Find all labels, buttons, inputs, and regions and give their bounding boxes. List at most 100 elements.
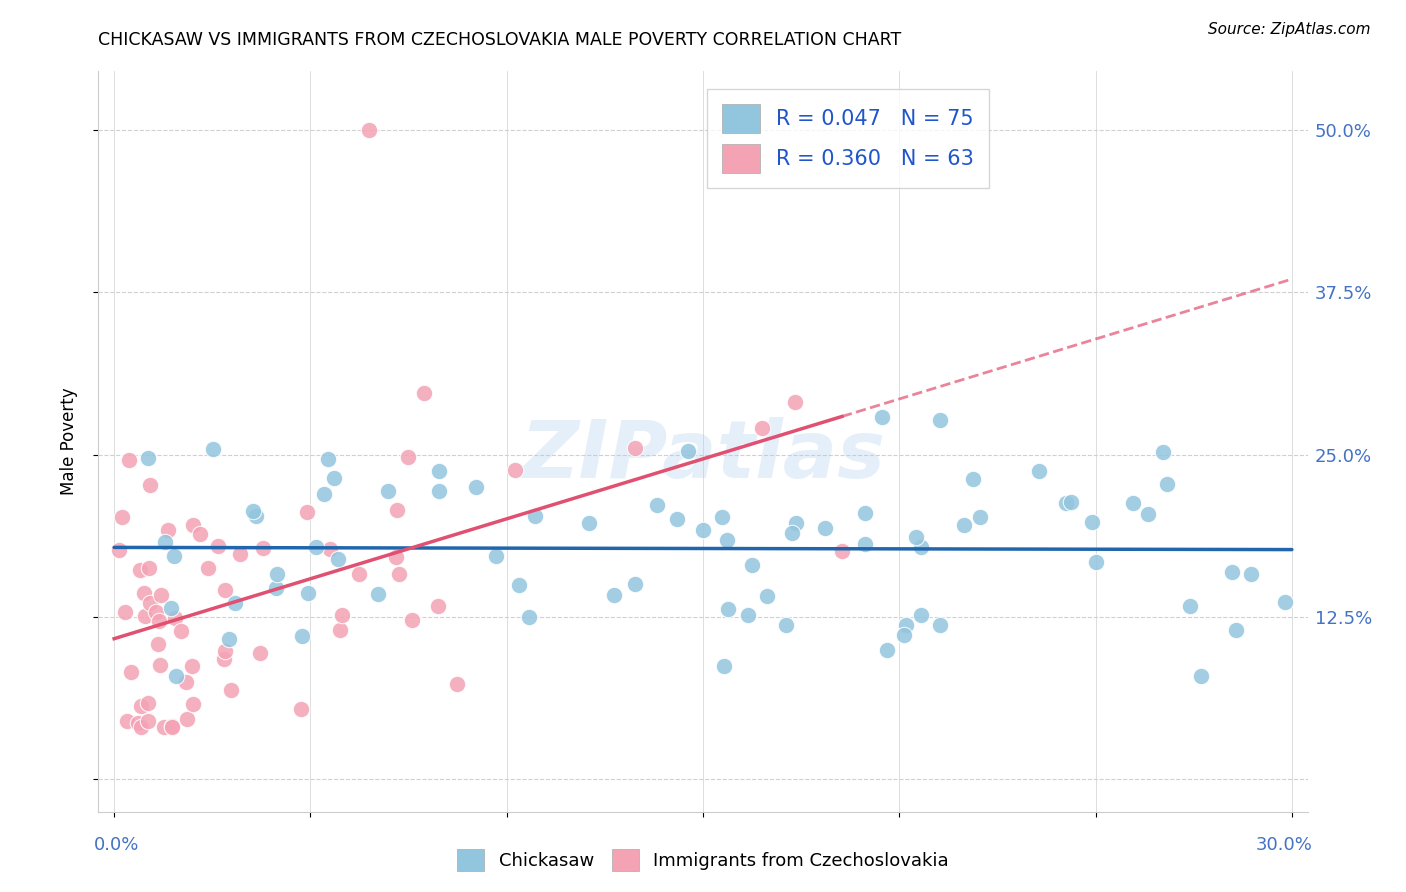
Point [136,714,159,728]
Point [218,632,240,646]
Point [170,624,193,639]
Point [127,716,149,731]
Point [692,523,714,537]
Point [329,623,352,637]
Point [645,498,668,512]
Text: ZIPatlas: ZIPatlas [520,417,886,495]
Point [503,463,526,477]
Point [108,543,131,558]
Point [114,605,136,619]
Point [219,682,242,697]
Point [412,385,434,400]
Point [831,544,853,558]
Point [214,644,236,658]
Point [120,665,142,679]
Point [741,558,763,572]
Point [314,487,336,501]
Point [330,607,353,622]
Point [464,480,486,494]
Point [149,657,172,672]
Point [401,613,423,627]
Point [624,576,647,591]
Point [377,484,399,499]
Point [508,578,530,592]
Text: 0.0%: 0.0% [94,836,139,855]
Point [115,714,138,729]
Point [523,508,546,523]
Point [136,696,159,710]
Point [894,617,917,632]
Point [129,720,152,734]
Point [1085,554,1108,568]
Point [139,477,162,491]
Point [1189,669,1212,683]
Point [853,506,876,520]
Point [180,658,202,673]
Point [396,450,419,464]
Point [962,472,984,486]
Point [176,674,198,689]
Point [229,547,252,561]
Point [128,563,150,577]
Point [367,587,389,601]
Point [359,123,381,137]
Point [136,450,159,465]
Point [666,512,689,526]
Point [1060,495,1083,509]
Point [1225,624,1247,638]
Point [775,618,797,632]
Point [713,658,735,673]
Point [295,506,318,520]
Point [297,585,319,599]
Point [138,561,160,575]
Point [929,413,952,427]
Legend: R = 0.047   N = 75, R = 0.360   N = 63: R = 0.047 N = 75, R = 0.360 N = 63 [707,89,988,187]
Point [139,597,162,611]
Point [153,720,176,734]
Point [814,520,837,534]
Point [134,609,156,624]
Point [953,518,976,533]
Y-axis label: Male Poverty: Male Poverty [59,388,77,495]
Point [1274,595,1296,609]
Point [148,614,170,628]
Point [929,618,952,632]
Point [132,585,155,599]
Text: CHICKASAW VS IMMIGRANTS FROM CZECHOSLOVAKIA MALE POVERTY CORRELATION CHART: CHICKASAW VS IMMIGRANTS FROM CZECHOSLOVA… [98,31,901,49]
Point [578,516,600,531]
Point [118,453,141,467]
Point [266,567,288,582]
Point [326,552,349,566]
Point [291,629,314,643]
Point [149,588,172,602]
Point [201,442,224,457]
Point [1240,566,1263,581]
Point [305,540,328,554]
Point [716,533,738,547]
Point [969,509,991,524]
Point [1156,477,1178,491]
Point [266,581,288,595]
Point [249,646,271,660]
Point [427,464,450,478]
Point [163,549,186,563]
Legend: Chickasaw, Immigrants from Czechoslovakia: Chickasaw, Immigrants from Czechoslovaki… [450,842,956,879]
Point [129,699,152,714]
Point [183,697,205,711]
Point [717,601,740,615]
Point [429,483,451,498]
Point [485,549,508,563]
Point [188,527,211,541]
Point [224,596,246,610]
Point [427,599,450,613]
Point [623,441,645,455]
Point [780,525,803,540]
Point [242,504,264,518]
Point [876,642,898,657]
Point [183,517,205,532]
Point [737,608,759,623]
Point [160,719,183,733]
Point [1122,496,1144,510]
Text: Source: ZipAtlas.com: Source: ZipAtlas.com [1208,22,1371,37]
Point [755,589,778,603]
